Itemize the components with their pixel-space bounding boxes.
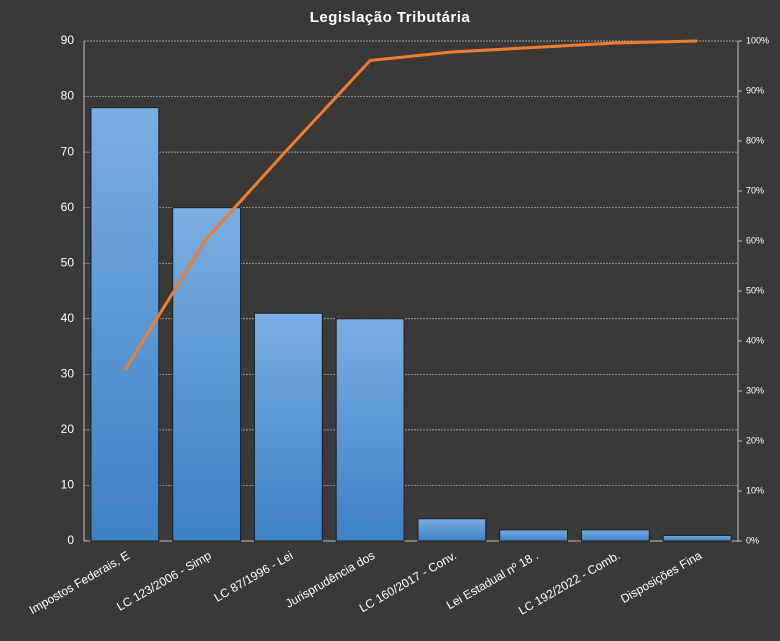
bar — [90, 107, 160, 542]
y-tick-label: 40 — [61, 311, 75, 325]
y2-tick-label: 0% — [746, 535, 759, 545]
y-tick-label: 10 — [61, 478, 75, 492]
y-tick-label: 30 — [61, 367, 75, 381]
y2-tick-label: 30% — [746, 385, 764, 395]
chart-title: Legislação Tributária — [310, 9, 471, 26]
y2-tick-label: 60% — [746, 235, 764, 245]
y2-tick-label: 10% — [746, 485, 764, 495]
y-tick-label: 50 — [61, 255, 75, 269]
y2-tick-label: 100% — [746, 35, 769, 45]
y-tick-label: 80 — [61, 89, 75, 103]
bar — [253, 312, 323, 542]
y2-tick-label: 70% — [746, 185, 764, 195]
y-tick-label: 0 — [67, 533, 74, 547]
y2-tick-label: 20% — [746, 435, 764, 445]
cumulative-line — [123, 39, 698, 371]
bar — [172, 207, 242, 542]
bar — [580, 529, 650, 542]
bar — [499, 529, 569, 542]
y2-tick-label: 50% — [746, 285, 764, 295]
bar — [417, 518, 487, 542]
bar — [335, 318, 405, 542]
bar — [662, 534, 732, 542]
y-tick-label: 60 — [61, 200, 75, 214]
y2-tick-label: 40% — [746, 335, 764, 345]
y-tick-label: 90 — [61, 33, 75, 47]
y2-tick-label: 80% — [746, 135, 764, 145]
y-tick-label: 20 — [61, 422, 75, 436]
y-tick-label: 70 — [61, 144, 75, 158]
y2-tick-label: 90% — [746, 85, 764, 95]
